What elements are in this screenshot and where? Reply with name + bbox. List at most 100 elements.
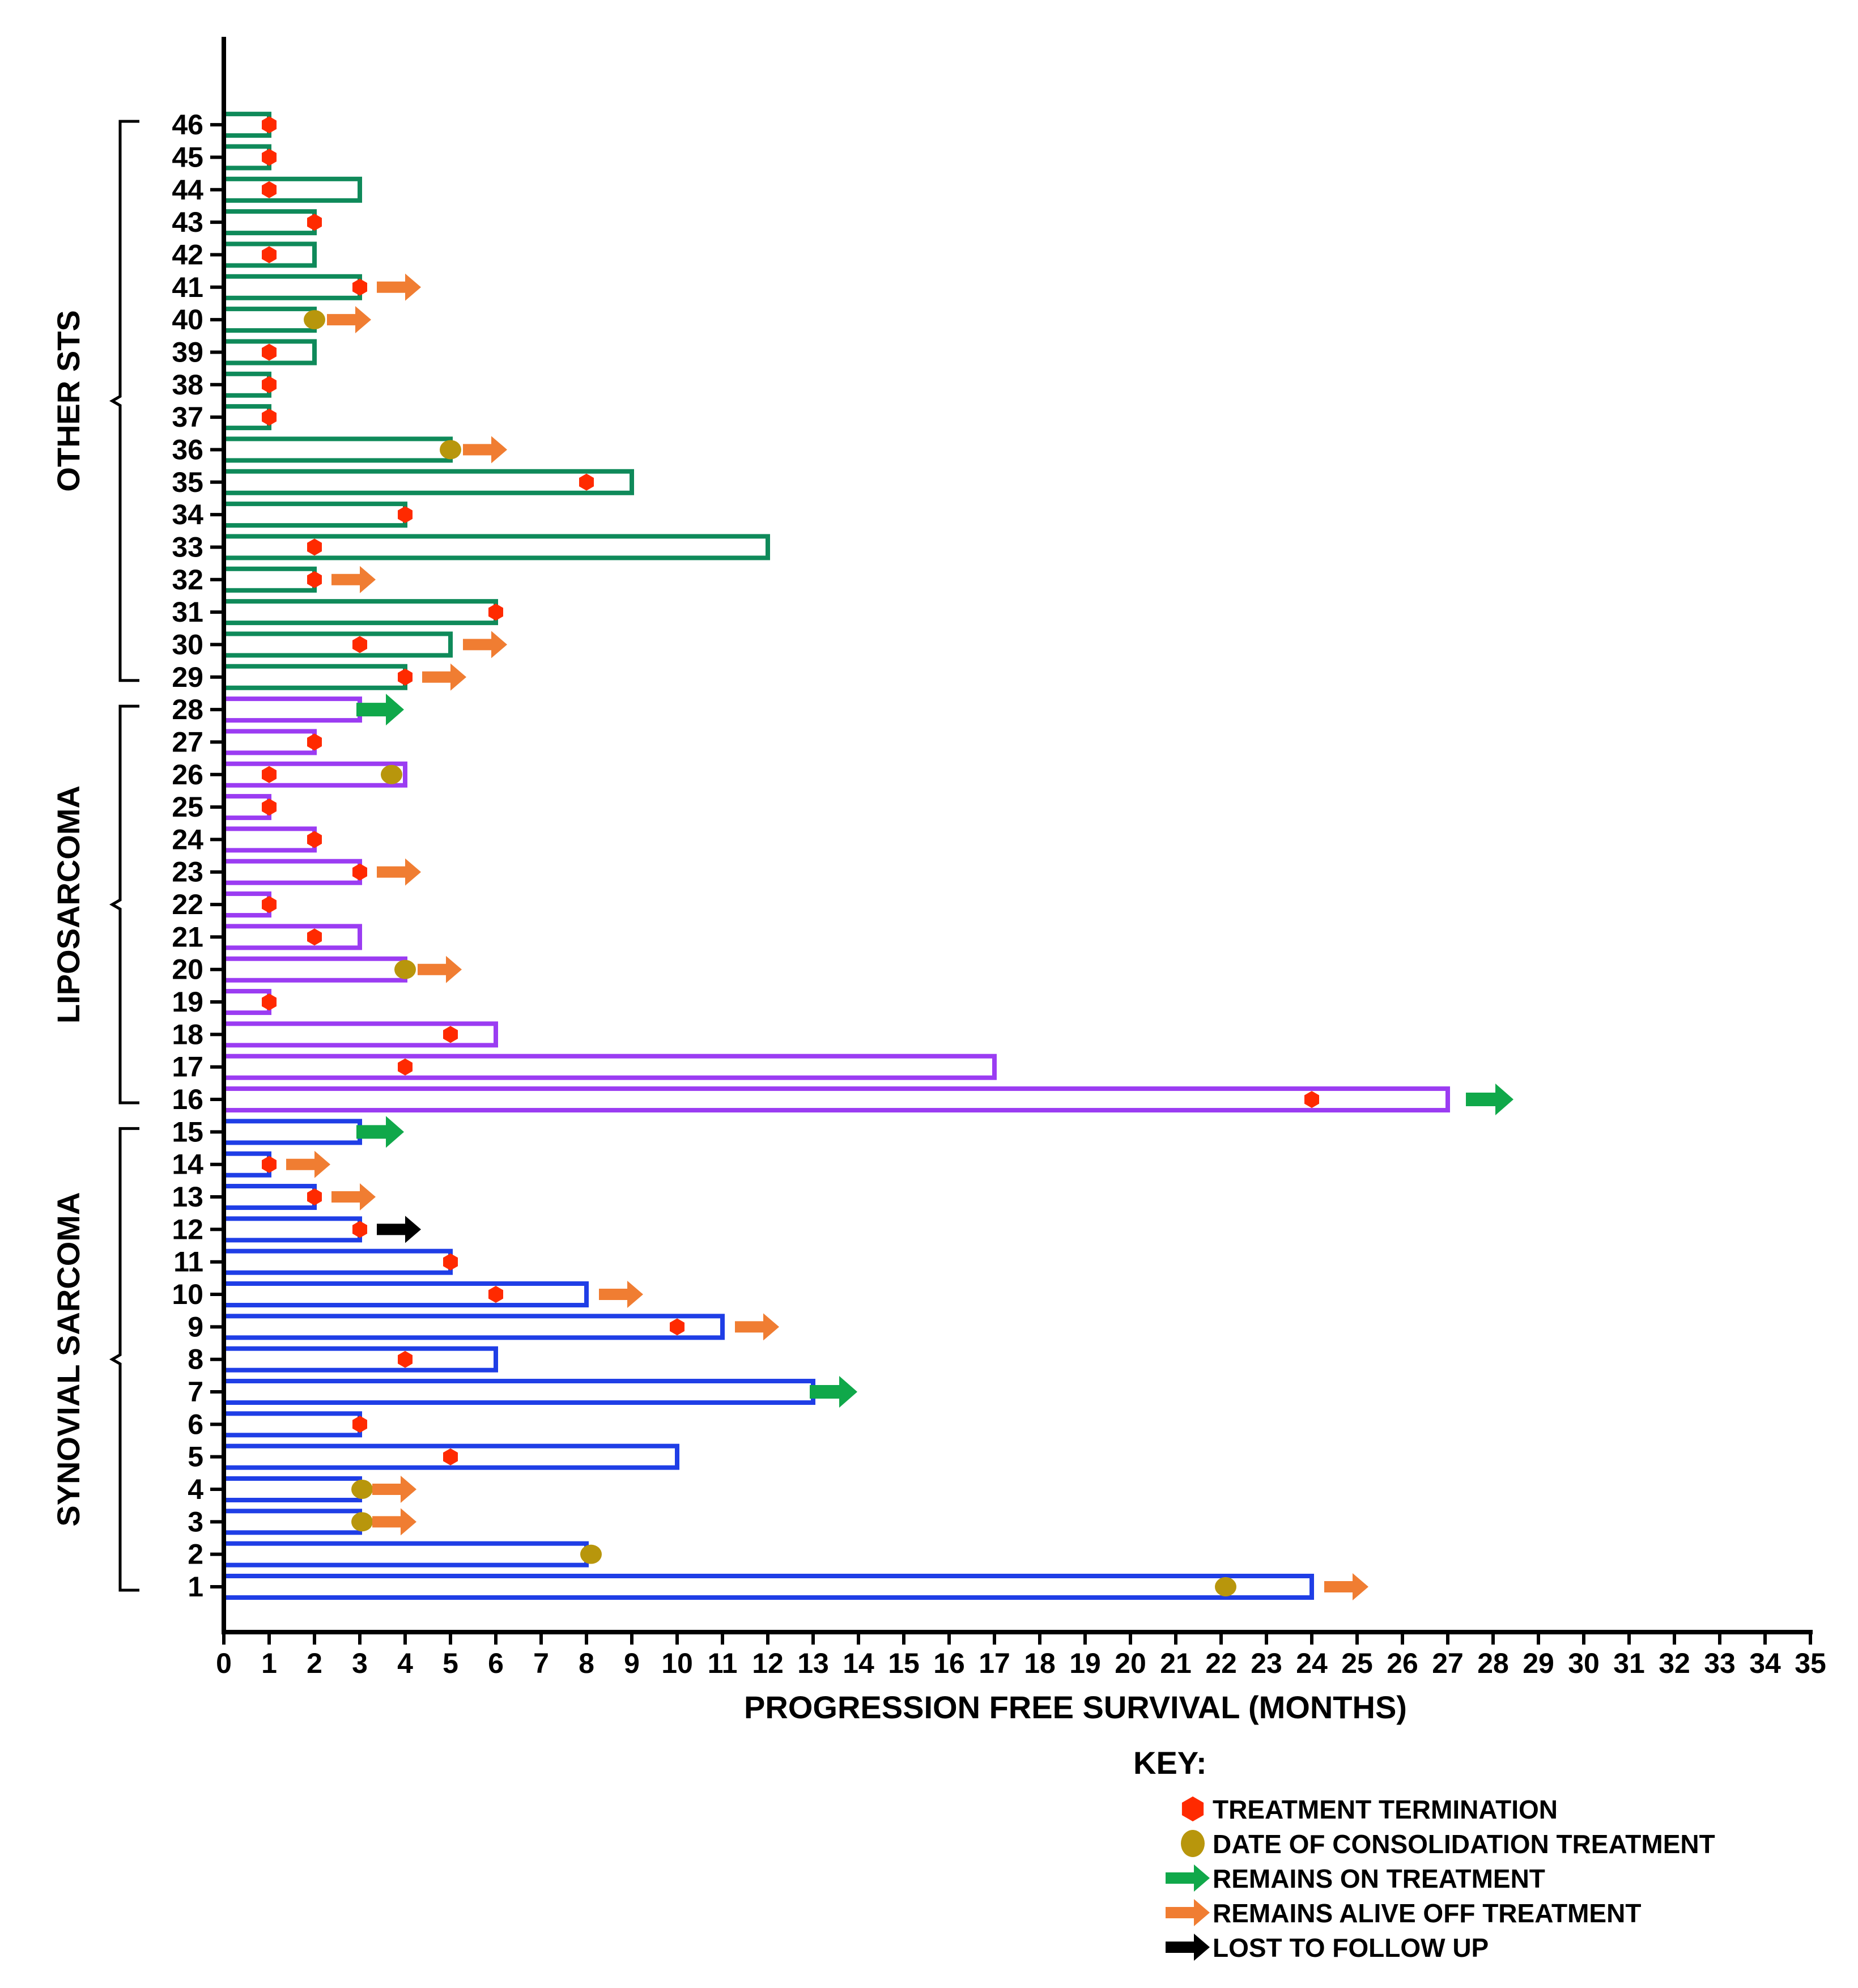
bar-patient-20 xyxy=(222,956,407,983)
y-tick-label-12: 12 xyxy=(172,1213,203,1245)
lost-arrow-12 xyxy=(377,1216,421,1243)
termination-marker-5 xyxy=(443,1448,458,1465)
x-tick-label-34: 34 xyxy=(1749,1647,1781,1679)
y-tick-label-23: 23 xyxy=(172,856,203,888)
x-tick-label-15: 15 xyxy=(888,1647,920,1679)
consolidation-marker-20 xyxy=(394,959,416,979)
x-tick-label-10: 10 xyxy=(661,1647,693,1679)
termination-marker-34 xyxy=(398,506,413,524)
y-tick-label-20: 20 xyxy=(172,954,203,985)
y-tick-label-46: 46 xyxy=(172,109,203,141)
x-tick-label-4: 4 xyxy=(397,1647,413,1679)
bar-patient-9 xyxy=(222,1314,725,1340)
bar-patient-34 xyxy=(222,502,407,528)
x-tick-label-8: 8 xyxy=(579,1647,594,1679)
termination-marker-19 xyxy=(262,993,277,1011)
bar-patient-17 xyxy=(222,1054,997,1080)
legend-alive-label: REMAINS ALIVE OFF TREATMENT xyxy=(1213,1898,1641,1928)
y-tick-label-21: 21 xyxy=(172,921,203,953)
bar-patient-32 xyxy=(222,566,317,593)
alive-arrow-41 xyxy=(377,273,421,301)
alive-arrow-40 xyxy=(327,306,371,334)
x-tick-label-29: 29 xyxy=(1523,1647,1554,1679)
bar-patient-4 xyxy=(222,1476,362,1503)
bar-patient-11 xyxy=(222,1248,453,1275)
termination-marker-18 xyxy=(443,1026,458,1043)
legend-title: KEY: xyxy=(1133,1745,1207,1781)
y-tick-label-33: 33 xyxy=(172,531,203,563)
x-tick-label-33: 33 xyxy=(1704,1647,1736,1679)
legend-on-symbol xyxy=(1166,1864,1210,1892)
bar-patient-6 xyxy=(222,1411,362,1438)
y-tick-label-18: 18 xyxy=(172,1018,203,1050)
x-tick-label-30: 30 xyxy=(1568,1647,1600,1679)
x-tick-label-14: 14 xyxy=(843,1647,874,1679)
x-tick-label-11: 11 xyxy=(708,1647,738,1679)
termination-marker-23 xyxy=(352,863,367,881)
legend: KEY:TREATMENT TERMINATION DATE OF CONSOLI… xyxy=(1133,1745,1715,1962)
y-tick-label-30: 30 xyxy=(172,628,203,660)
x-tick-label-23: 23 xyxy=(1251,1647,1282,1679)
x-tick-label-21: 21 xyxy=(1160,1647,1192,1679)
alive-arrow-4 xyxy=(372,1476,416,1503)
termination-marker-14 xyxy=(262,1156,277,1173)
termination-marker-16 xyxy=(1304,1091,1319,1108)
termination-marker-22 xyxy=(262,896,277,914)
alive-arrow-30 xyxy=(463,631,507,659)
alive-arrow-14 xyxy=(286,1150,330,1178)
on-arrow-15 xyxy=(356,1116,404,1148)
y-tick-label-36: 36 xyxy=(172,434,203,465)
bar-patient-41 xyxy=(222,274,362,300)
bar-patient-2 xyxy=(222,1541,589,1568)
termination-marker-30 xyxy=(352,636,367,653)
y-tick-label-6: 6 xyxy=(188,1408,203,1440)
termination-marker-8 xyxy=(398,1350,413,1368)
groups-layer: SYNOVIAL SARCOMA LIPOSARCOMA OTHER STS xyxy=(50,120,139,1592)
legend-lost-symbol xyxy=(1166,1934,1210,1961)
y-tick-label-19: 19 xyxy=(172,986,203,1018)
y-tick-label-38: 38 xyxy=(172,369,203,401)
x-tick-label-13: 13 xyxy=(797,1647,829,1679)
termination-marker-44 xyxy=(262,181,277,198)
x-tick-label-9: 9 xyxy=(624,1647,640,1679)
legend-termination-symbol xyxy=(1181,1796,1204,1821)
termination-marker-46 xyxy=(262,116,277,134)
axes-layer: 0 1 2 3 4 5 6 7 8 9 10 11 12 13 14 15 16 17 18 19 20 21 22 23 24… xyxy=(172,37,1826,1679)
consolidation-marker-40 xyxy=(304,310,325,330)
group-label-synovial-sarcoma: SYNOVIAL SARCOMA xyxy=(50,1192,86,1527)
y-tick-label-5: 5 xyxy=(188,1441,203,1473)
termination-marker-27 xyxy=(307,733,322,751)
x-tick-label-18: 18 xyxy=(1024,1647,1056,1679)
termination-marker-21 xyxy=(307,928,322,946)
x-tick-label-22: 22 xyxy=(1205,1647,1237,1679)
alive-arrow-20 xyxy=(418,955,462,983)
bar-patient-26 xyxy=(222,761,407,788)
x-tick-label-25: 25 xyxy=(1341,1647,1373,1679)
termination-marker-13 xyxy=(307,1188,322,1205)
termination-marker-39 xyxy=(262,343,277,361)
y-tick-label-44: 44 xyxy=(172,174,203,206)
bar-patient-27 xyxy=(222,729,317,755)
y-tick-label-34: 34 xyxy=(172,499,203,530)
y-tick-label-41: 41 xyxy=(172,271,203,303)
legend-lost-label: LOST TO FOLLOW UP xyxy=(1213,1933,1489,1962)
consolidation-marker-1 xyxy=(1215,1577,1236,1596)
termination-marker-26 xyxy=(262,766,277,783)
bar-patient-10 xyxy=(222,1281,589,1308)
y-tick-label-1: 1 xyxy=(188,1571,203,1603)
consolidation-marker-2 xyxy=(580,1544,602,1564)
termination-marker-33 xyxy=(307,538,322,556)
alive-arrow-32 xyxy=(331,566,376,593)
termination-marker-43 xyxy=(307,214,322,231)
y-tick-label-29: 29 xyxy=(172,661,203,693)
bar-patient-13 xyxy=(222,1184,317,1210)
y-tick-label-22: 22 xyxy=(172,889,203,920)
x-tick-label-31: 31 xyxy=(1613,1647,1645,1679)
termination-marker-11 xyxy=(443,1253,458,1271)
y-tick-label-35: 35 xyxy=(172,466,203,498)
group-label-liposarcoma: LIPOSARCOMA xyxy=(50,785,86,1023)
x-tick-label-12: 12 xyxy=(752,1647,784,1679)
bar-patient-16 xyxy=(222,1086,1450,1113)
y-tick-label-13: 13 xyxy=(172,1181,203,1213)
on-arrow-7 xyxy=(810,1376,857,1408)
